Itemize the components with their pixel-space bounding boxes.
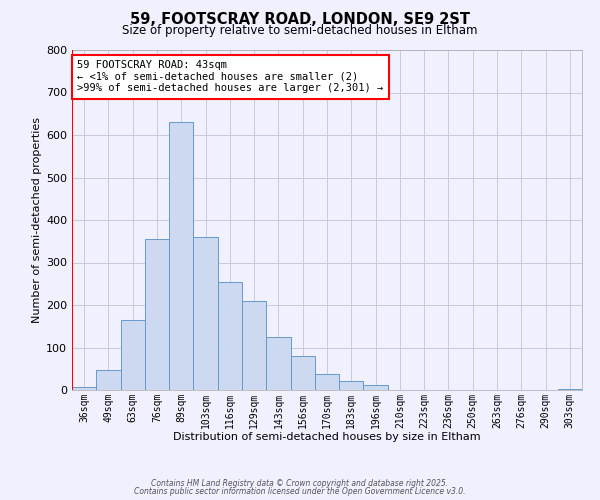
Bar (339, 380, 364, 390)
Text: Contains HM Land Registry data © Crown copyright and database right 2025.: Contains HM Land Registry data © Crown c… (151, 478, 449, 488)
Text: 59 FOOTSCRAY ROAD: 43sqm
← <1% of semi-detached houses are smaller (2)
>99% of s: 59 FOOTSCRAY ROAD: 43sqm ← <1% of semi-d… (77, 60, 383, 94)
Bar (121, 320, 145, 390)
Bar (72, 386, 96, 390)
Bar (558, 389, 582, 390)
Bar (96, 370, 121, 390)
Text: 59, FOOTSCRAY ROAD, LONDON, SE9 2ST: 59, FOOTSCRAY ROAD, LONDON, SE9 2ST (130, 12, 470, 28)
Bar (290, 356, 315, 390)
Bar (193, 237, 218, 390)
Text: Contains public sector information licensed under the Open Government Licence v3: Contains public sector information licen… (134, 487, 466, 496)
Bar (218, 282, 242, 390)
Bar (145, 239, 169, 390)
X-axis label: Distribution of semi-detached houses by size in Eltham: Distribution of semi-detached houses by … (173, 432, 481, 442)
Bar (242, 300, 266, 390)
Text: Size of property relative to semi-detached houses in Eltham: Size of property relative to semi-detach… (122, 24, 478, 37)
Bar (266, 337, 290, 390)
Bar (315, 374, 339, 390)
Y-axis label: Number of semi-detached properties: Number of semi-detached properties (32, 117, 42, 323)
Bar (169, 122, 193, 390)
Bar (364, 385, 388, 390)
